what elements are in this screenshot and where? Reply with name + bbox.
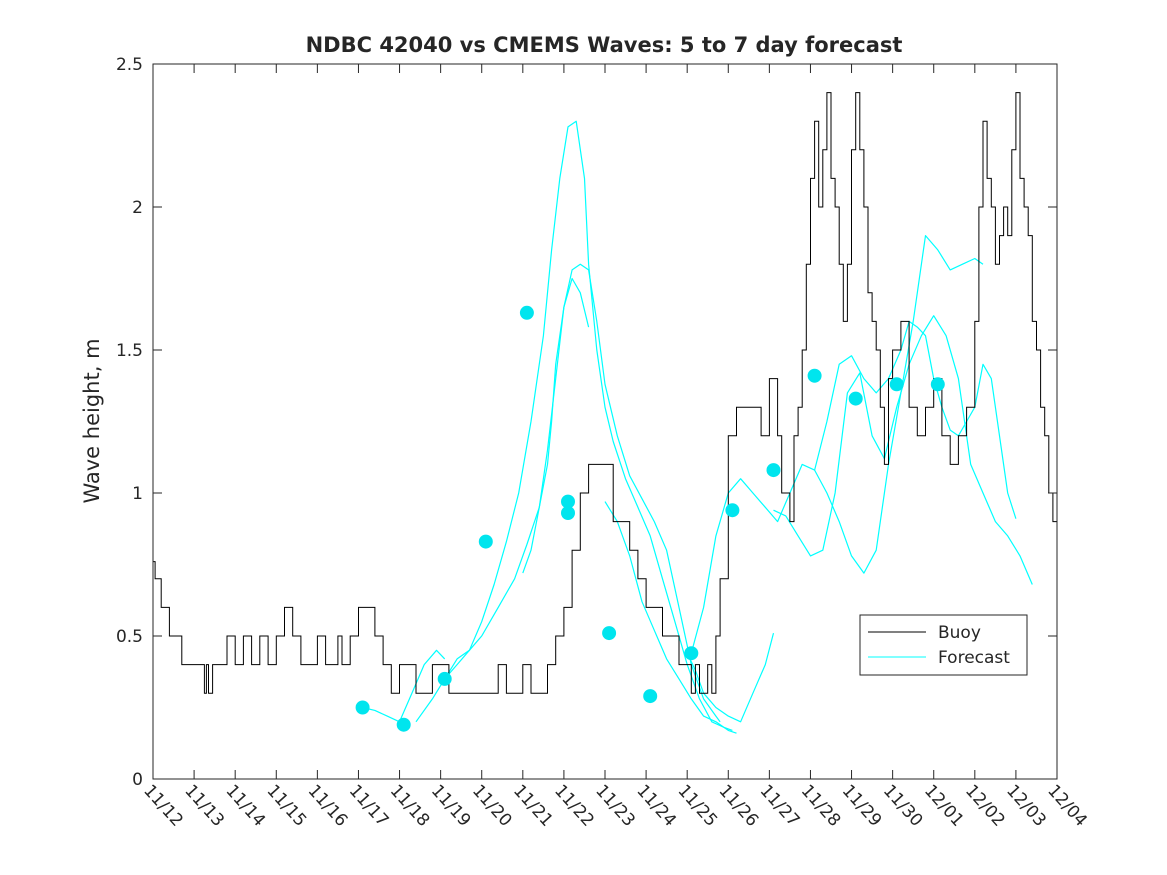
legend-forecast-label: Forecast (938, 648, 1010, 668)
forecast-marker-14 (848, 391, 863, 406)
forecast-marker-9 (643, 689, 658, 704)
y-axis-label: Wave height, m (80, 338, 104, 503)
forecast-line-4 (522, 277, 590, 574)
legend-buoy-label: Buoy (938, 623, 981, 643)
forecast-marker-10 (684, 646, 699, 661)
chart-title: NDBC 42040 vs CMEMS Waves: 5 to 7 day fo… (306, 33, 903, 57)
forecast-line-6 (686, 632, 775, 723)
legend-box (859, 614, 1028, 676)
forecast-marker-4 (478, 534, 493, 549)
y-tick-label-3: 1.5 (116, 341, 143, 361)
legend: Buoy Forecast (859, 614, 1028, 676)
forecast-line-2 (415, 263, 721, 723)
forecast-marker-15 (889, 377, 904, 392)
forecast-marker-16 (930, 377, 945, 392)
forecast-marker-13 (807, 368, 822, 383)
forecast-marker-3 (437, 671, 452, 686)
y-tick-label-2: 1 (132, 484, 143, 504)
forecast-marker-7 (561, 506, 575, 520)
buoy-line (153, 92, 1058, 694)
forecast-marker-12 (766, 463, 781, 478)
forecast-marker-11 (725, 503, 740, 518)
y-tick-label-4: 2 (132, 198, 143, 218)
forecast-marker-5 (519, 305, 534, 320)
forecast-marker-2 (396, 717, 411, 732)
forecast-marker-1 (355, 700, 370, 715)
y-tick-label-5: 2.5 (116, 55, 143, 75)
forecast-marker-8 (602, 626, 617, 641)
marker-layer (355, 305, 945, 732)
y-tick-label-1: 0.5 (116, 627, 143, 647)
forecast-line-9 (814, 235, 984, 574)
forecast-line-3 (444, 120, 733, 731)
forecast-line-7 (690, 320, 1017, 654)
y-tick-label-0: 0 (132, 770, 143, 790)
forecast-line-1 (362, 649, 446, 723)
forecast-line-5 (604, 501, 737, 734)
